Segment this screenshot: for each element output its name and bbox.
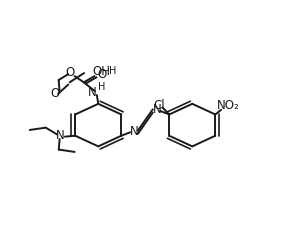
Text: Cl: Cl xyxy=(153,99,165,112)
Text: NO₂: NO₂ xyxy=(217,99,240,112)
Text: N: N xyxy=(152,103,161,116)
Text: N: N xyxy=(129,124,138,138)
Text: O: O xyxy=(98,68,107,81)
Text: H: H xyxy=(109,66,116,77)
Text: OH: OH xyxy=(92,66,110,78)
Text: N: N xyxy=(56,129,65,142)
Text: N: N xyxy=(88,86,97,99)
Text: O: O xyxy=(51,87,60,100)
Text: H: H xyxy=(98,82,106,91)
Text: O: O xyxy=(66,66,75,79)
